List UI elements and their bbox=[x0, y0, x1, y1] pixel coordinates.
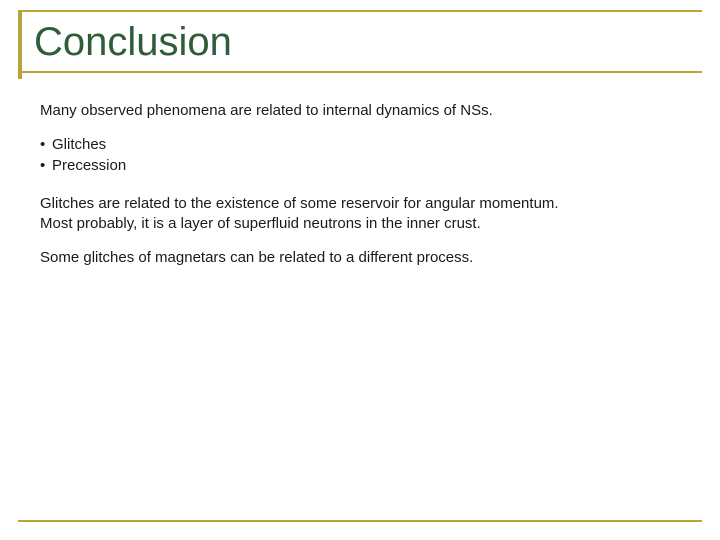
slide-frame: Conclusion Many observed phenomena are r… bbox=[18, 10, 702, 522]
bullet-list: • Glitches • Precession bbox=[40, 135, 692, 176]
list-item: • Glitches bbox=[40, 135, 692, 155]
list-item: • Precession bbox=[40, 156, 692, 176]
title-block: Conclusion bbox=[18, 10, 702, 79]
bullet-label: Glitches bbox=[52, 135, 106, 155]
paragraph-2: Glitches are related to the existence of… bbox=[40, 194, 692, 235]
title-left-bar bbox=[18, 10, 22, 79]
slide-body: Many observed phenomena are related to i… bbox=[18, 79, 702, 269]
intro-paragraph: Many observed phenomena are related to i… bbox=[40, 101, 692, 121]
bullet-icon: • bbox=[40, 156, 52, 176]
bullet-label: Precession bbox=[52, 156, 126, 176]
paragraph-3: Some glitches of magnetars can be relate… bbox=[40, 248, 692, 268]
bullet-icon: • bbox=[40, 135, 52, 155]
slide-title: Conclusion bbox=[18, 12, 702, 71]
footer-rule bbox=[18, 520, 702, 522]
paragraph-2-line-2: Most probably, it is a layer of superflu… bbox=[40, 215, 481, 232]
title-rule-bottom bbox=[18, 71, 702, 73]
paragraph-2-line-1: Glitches are related to the existence of… bbox=[40, 195, 559, 212]
